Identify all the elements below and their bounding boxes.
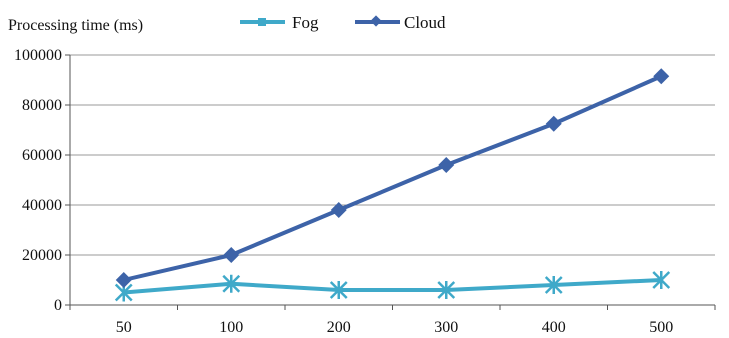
data-point-fog [329, 281, 348, 299]
legend-fog-marker [258, 18, 266, 26]
y-tick-labels: 0 20000 40000 60000 80000 100000 [14, 47, 62, 314]
legend-item-fog: Fog [240, 13, 319, 32]
legend-cloud-marker [370, 15, 382, 27]
data-point-fog [437, 281, 456, 299]
data-point-fog [222, 274, 241, 293]
y-tick-label: 20000 [22, 247, 62, 264]
data-point-fog [652, 271, 671, 289]
series-line-cloud [123, 74, 663, 282]
legend-cloud-label: Cloud [404, 13, 446, 32]
x-tick-label: 400 [542, 319, 566, 336]
series-group [114, 68, 671, 302]
y-tick-label: 100000 [14, 47, 62, 64]
x-tick-label: 50 [116, 319, 132, 336]
x-tick-label: 500 [649, 319, 673, 336]
series-line-fog [123, 278, 662, 295]
y-tick-label: 60000 [22, 147, 62, 164]
data-point-cloud [438, 157, 455, 173]
data-point-cloud [653, 68, 670, 85]
y-tick-label: 40000 [22, 197, 62, 214]
data-point-cloud [115, 272, 132, 288]
data-point-cloud [223, 247, 240, 263]
y-tick-label: 80000 [22, 97, 62, 114]
x-tick-labels: 50 100 200 300 400 500 [69, 305, 716, 336]
grid-lines [65, 54, 715, 306]
legend-item-cloud: Cloud [355, 13, 446, 32]
axes [69, 55, 715, 306]
series-fog [114, 271, 671, 302]
x-tick-label: 300 [434, 319, 458, 336]
legend: Fog Cloud [240, 13, 446, 32]
legend-fog-label: Fog [292, 13, 319, 32]
series-cloud [115, 68, 670, 288]
y-tick-label: 0 [54, 297, 62, 314]
data-point-fog [544, 276, 563, 294]
data-point-cloud [330, 202, 347, 218]
x-tick-label: 200 [327, 319, 351, 336]
x-tick-label: 100 [219, 319, 243, 336]
data-point-cloud [545, 115, 562, 132]
y-axis-title: Processing time (ms) [8, 17, 143, 34]
